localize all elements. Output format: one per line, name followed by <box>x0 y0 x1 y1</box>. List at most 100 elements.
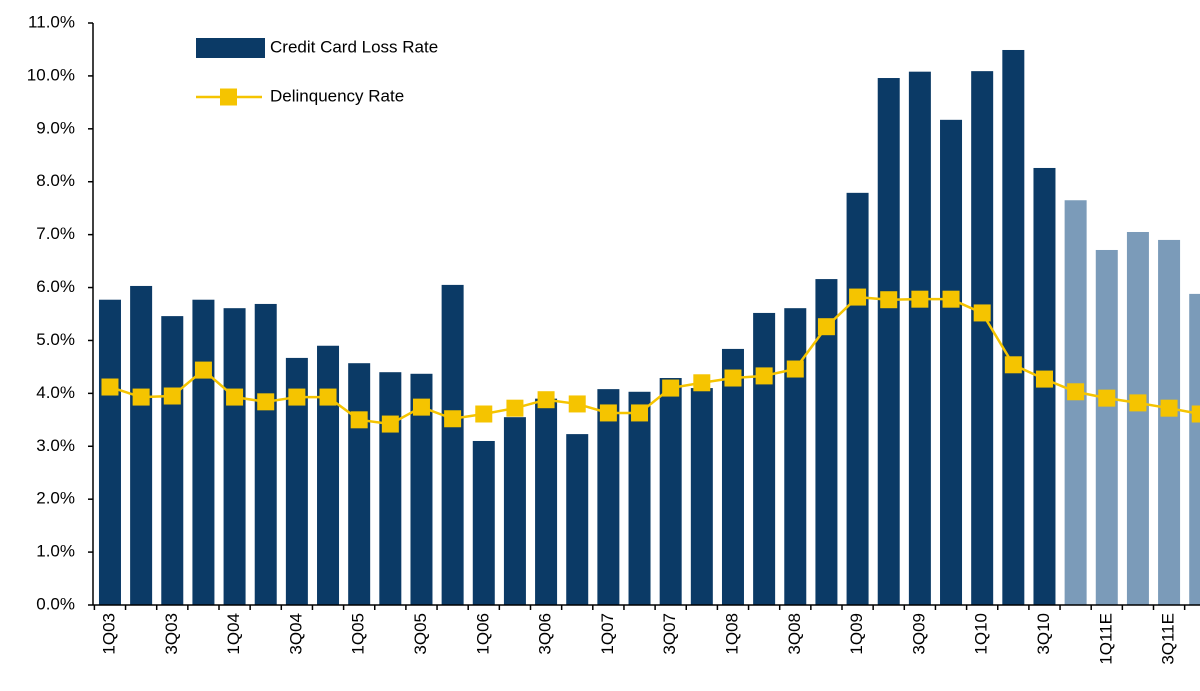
bar <box>753 312 776 605</box>
bar <box>721 348 744 605</box>
line-marker <box>662 379 680 397</box>
line-marker <box>381 415 399 433</box>
line-marker <box>1098 389 1116 407</box>
bar <box>379 372 402 605</box>
bar <box>940 119 963 605</box>
line-marker <box>973 304 991 322</box>
line-marker <box>101 378 119 396</box>
line-marker <box>226 388 244 406</box>
bar <box>503 417 526 605</box>
y-tick-label: 4.0% <box>36 383 75 402</box>
y-tick-label: 7.0% <box>36 224 75 243</box>
y-tick-label: 0.0% <box>36 594 75 613</box>
y-tick-label: 11.0% <box>28 12 75 31</box>
bar <box>161 316 184 605</box>
bar <box>971 71 994 605</box>
line-marker <box>755 367 773 385</box>
line-marker <box>568 395 586 413</box>
y-tick-label: 2.0% <box>36 489 75 508</box>
x-tick-label: 3Q04 <box>286 613 305 655</box>
x-tick-label: 3Q11E <box>1159 613 1178 665</box>
line-marker <box>132 388 150 406</box>
line-marker <box>1067 383 1085 401</box>
bar <box>410 373 433 605</box>
line-marker <box>444 410 462 428</box>
bar <box>690 388 713 605</box>
line-marker <box>880 291 898 309</box>
bar <box>1064 200 1087 605</box>
bar <box>472 440 495 605</box>
line-marker <box>849 288 867 306</box>
bar <box>1126 231 1149 605</box>
line-marker <box>288 388 306 406</box>
bar <box>535 398 558 605</box>
line-marker <box>1004 356 1022 374</box>
x-tick-label: 3Q08 <box>785 613 804 655</box>
x-tick-label: 1Q07 <box>598 613 617 655</box>
line-marker <box>1191 405 1200 423</box>
line-marker <box>1035 370 1053 388</box>
x-tick-label: 1Q10 <box>972 613 991 655</box>
bar <box>1095 249 1118 606</box>
line-marker <box>412 398 430 416</box>
x-tick-label: 1Q09 <box>847 613 866 655</box>
x-tick-label: 1Q08 <box>722 613 741 655</box>
line-marker <box>724 369 742 387</box>
bar <box>317 345 340 605</box>
x-tick-label: 3Q07 <box>660 613 679 655</box>
x-tick-label: 1Q06 <box>473 613 492 655</box>
y-tick-label: 5.0% <box>36 330 75 349</box>
line-marker <box>631 404 649 422</box>
bar <box>597 389 620 605</box>
line-marker <box>599 404 617 422</box>
bar <box>877 78 900 605</box>
y-tick-label: 10.0% <box>27 65 75 84</box>
bar <box>1189 293 1200 605</box>
line-marker <box>1129 394 1147 412</box>
legend-marker <box>220 88 237 106</box>
x-tick-label: 1Q11E <box>1096 613 1115 665</box>
x-tick-label: 3Q10 <box>1034 613 1053 655</box>
bar <box>348 363 371 605</box>
bar <box>130 285 153 605</box>
bar <box>659 378 682 605</box>
y-tick-label: 3.0% <box>36 436 75 455</box>
line-marker <box>506 399 524 417</box>
bar <box>192 299 215 605</box>
x-tick-label: 1Q05 <box>349 613 368 655</box>
line-marker <box>817 318 835 336</box>
x-tick-label: 3Q05 <box>411 613 430 655</box>
y-tick-label: 1.0% <box>36 542 75 561</box>
bar <box>1158 239 1181 605</box>
y-tick-label: 9.0% <box>36 118 75 137</box>
bar <box>223 308 246 605</box>
bar <box>1002 49 1025 605</box>
line-marker <box>350 411 368 429</box>
line-marker <box>163 387 181 405</box>
x-tick-label: 3Q06 <box>536 613 555 655</box>
bar <box>784 308 807 605</box>
line-marker <box>319 388 337 406</box>
bar <box>628 391 651 605</box>
bar <box>566 434 589 605</box>
line-marker <box>194 361 212 379</box>
line-marker <box>786 360 804 378</box>
line-marker <box>537 391 555 409</box>
line-marker <box>257 393 275 411</box>
x-tick-label: 1Q04 <box>224 613 243 655</box>
bar <box>254 303 277 605</box>
y-tick-label: 8.0% <box>36 171 75 190</box>
y-tick-label: 6.0% <box>36 277 75 296</box>
bar <box>908 71 931 605</box>
bar <box>441 284 464 605</box>
line-marker <box>911 290 929 308</box>
line-marker <box>1160 399 1178 417</box>
line-marker <box>475 405 493 423</box>
x-tick-label: 1Q03 <box>99 613 118 655</box>
legend-label: Delinquency Rate <box>270 86 404 105</box>
bar <box>98 299 121 605</box>
line-marker <box>693 374 711 392</box>
legend-swatch <box>196 38 265 58</box>
x-tick-label: 3Q09 <box>909 613 928 655</box>
